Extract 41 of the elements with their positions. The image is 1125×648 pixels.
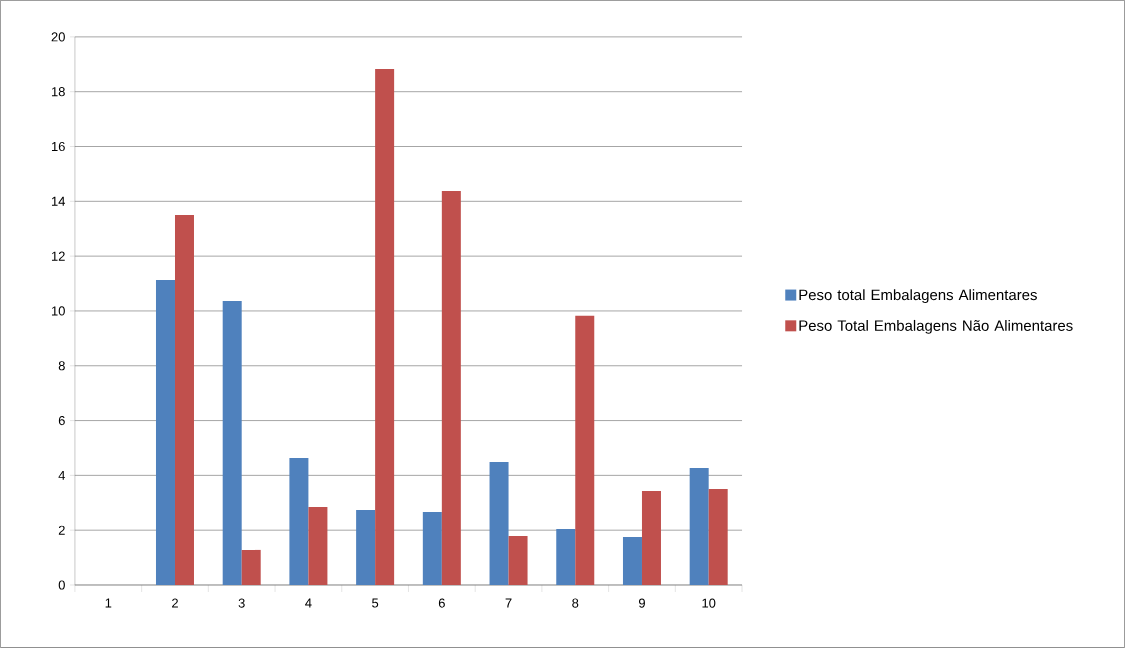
- bar: [489, 461, 509, 586]
- bar: [508, 535, 528, 586]
- bar: [556, 529, 576, 586]
- bar: [356, 509, 376, 586]
- bar: [708, 489, 728, 586]
- bar: [441, 190, 461, 586]
- y-tick-label: 12: [51, 251, 65, 261]
- bar: [308, 506, 328, 586]
- y-tick-label: 4: [58, 470, 66, 480]
- bar: [155, 280, 175, 586]
- bar: [422, 512, 442, 586]
- legend-label: Peso Total Embalagens Não Alimentares: [799, 319, 1073, 334]
- bar: [222, 301, 242, 586]
- y-tick-label: 6: [58, 416, 65, 426]
- y-tick-label: 16: [51, 141, 65, 152]
- bar: [174, 215, 194, 586]
- x-tick-label: 6: [438, 598, 445, 608]
- x-tick-label: 2: [172, 598, 178, 608]
- y-tick-label: 14: [51, 196, 66, 206]
- x-tick-label: 1: [105, 598, 112, 608]
- y-tick-label: 2: [58, 525, 65, 535]
- y-tick-label: 0: [58, 580, 65, 590]
- x-tick-label: 3: [238, 598, 245, 608]
- x-tick-label: 5: [372, 598, 379, 608]
- bar: [375, 69, 395, 586]
- x-tick-label: 8: [572, 598, 579, 608]
- bar: [241, 549, 261, 586]
- y-tick-label: 10: [51, 306, 65, 316]
- x-tick-label: 9: [638, 598, 645, 608]
- x-tick-label: 4: [305, 598, 312, 608]
- x-tick-label: 7: [505, 598, 512, 608]
- x-tick-label: 10: [702, 598, 716, 608]
- y-tick-label: 8: [58, 361, 65, 371]
- bar: [575, 315, 595, 586]
- bar: [689, 468, 709, 586]
- y-tick-label: 20: [51, 32, 65, 42]
- bar: [622, 537, 642, 586]
- bar: [289, 458, 309, 586]
- y-tick-label: 18: [51, 87, 65, 97]
- legend-label: Peso total Embalagens Alimentares: [799, 289, 1037, 304]
- bar: [641, 491, 661, 586]
